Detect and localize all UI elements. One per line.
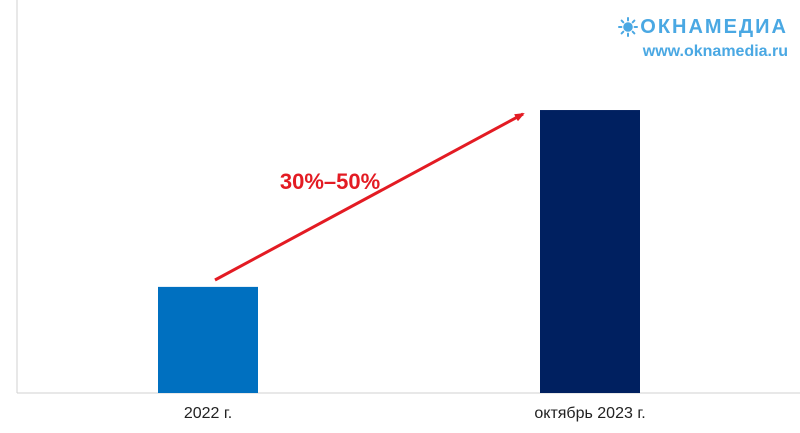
x-tick-label-0: 2022 г. [184,405,232,422]
growth-label: 30%–50% [280,169,380,194]
x-tick-label-1: октябрь 2023 г. [534,405,645,422]
bar-1 [540,110,640,393]
brand-url: www.oknamedia.ru [642,43,788,60]
sun-icon [618,17,639,37]
brand-logo-text: ОКНАМЕДИА [640,16,788,38]
brand-logo: ОКНАМЕДИА www.oknamedia.ru [618,16,788,62]
growth-arrow [214,112,525,282]
bar-0 [158,286,258,393]
